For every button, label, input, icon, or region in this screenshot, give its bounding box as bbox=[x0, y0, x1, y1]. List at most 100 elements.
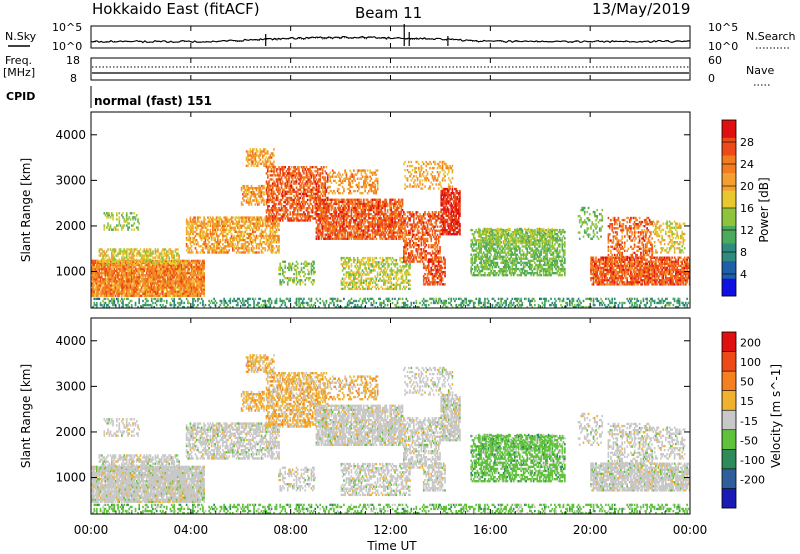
power-cell bbox=[193, 276, 195, 278]
power-cell bbox=[198, 291, 200, 293]
power-cell bbox=[145, 266, 147, 268]
power-cell bbox=[153, 284, 155, 286]
power-cell bbox=[156, 266, 158, 268]
power-cell bbox=[138, 293, 140, 295]
power-cell bbox=[191, 264, 193, 266]
power-cell bbox=[200, 295, 202, 297]
power-cell bbox=[131, 248, 133, 250]
power-cell bbox=[136, 291, 138, 293]
power-cell bbox=[107, 254, 109, 256]
power-cell bbox=[100, 254, 102, 256]
power-cell bbox=[138, 272, 140, 274]
power-cell bbox=[109, 261, 111, 263]
power-cell bbox=[161, 274, 163, 276]
power-cell bbox=[163, 288, 165, 290]
power-cell bbox=[203, 266, 205, 268]
power-cell bbox=[187, 266, 189, 268]
power-cell bbox=[121, 257, 123, 259]
power-cell bbox=[136, 274, 138, 276]
power-cell bbox=[104, 250, 106, 252]
power-cell bbox=[138, 278, 140, 280]
radar-range-time-figure: Hokkaido East (fitACF) Beam 11 13/May/20… bbox=[0, 0, 800, 554]
power-cell bbox=[101, 284, 103, 286]
power-cell bbox=[157, 268, 159, 270]
power-cell bbox=[127, 259, 129, 261]
power-cell bbox=[101, 248, 103, 250]
power-cell bbox=[150, 291, 152, 293]
power-cell bbox=[203, 284, 205, 286]
power-cell bbox=[101, 274, 103, 276]
power-cell bbox=[92, 282, 94, 284]
power-cell bbox=[102, 261, 104, 263]
power-cell bbox=[110, 266, 112, 268]
power-cell bbox=[151, 284, 153, 286]
power-cell bbox=[115, 278, 117, 280]
power-cell bbox=[94, 291, 96, 293]
power-cell bbox=[203, 293, 205, 295]
power-cell bbox=[102, 257, 104, 259]
power-cell bbox=[137, 263, 139, 265]
power-cell bbox=[104, 259, 106, 261]
power-cell bbox=[136, 259, 138, 261]
freq-tick-low: 8 bbox=[70, 72, 77, 85]
power-cell bbox=[114, 272, 116, 274]
power-cell bbox=[135, 266, 137, 268]
power-cell bbox=[119, 272, 121, 274]
power-cell bbox=[186, 274, 188, 276]
power-cell bbox=[130, 284, 132, 286]
power-cell bbox=[142, 272, 144, 274]
power-cell bbox=[196, 264, 198, 266]
power-scatter bbox=[91, 148, 690, 308]
power-cell bbox=[123, 291, 125, 293]
power-cell bbox=[92, 286, 94, 288]
beam-label: Beam 11 bbox=[355, 4, 422, 22]
power-cell bbox=[119, 259, 121, 261]
power-cell bbox=[176, 272, 178, 274]
power-cell bbox=[119, 263, 121, 265]
power-cell bbox=[202, 270, 204, 272]
power-cell bbox=[152, 293, 154, 295]
power-cell bbox=[123, 259, 125, 261]
power-cell bbox=[99, 274, 101, 276]
power-cell bbox=[203, 274, 205, 276]
freq-label-bottom: [MHz] bbox=[3, 66, 35, 79]
power-cell bbox=[128, 291, 130, 293]
power-cell bbox=[203, 291, 205, 293]
power-cell bbox=[101, 252, 103, 254]
power-cell bbox=[132, 268, 134, 270]
noise-right-tick-high: 10^5 bbox=[708, 21, 738, 34]
power-cell bbox=[122, 254, 124, 256]
power-cell bbox=[99, 250, 101, 252]
power-cell bbox=[162, 291, 164, 293]
power-cell bbox=[147, 284, 149, 286]
power-cell bbox=[101, 270, 103, 272]
power-cell bbox=[133, 263, 135, 265]
power-cell bbox=[137, 286, 139, 288]
power-cell bbox=[111, 282, 113, 284]
power-cell bbox=[143, 270, 145, 272]
power-cell bbox=[114, 293, 116, 295]
power-cell bbox=[185, 268, 187, 270]
power-cell bbox=[111, 252, 113, 254]
power-cell bbox=[114, 252, 116, 254]
nave-tick-high: 60 bbox=[708, 54, 722, 67]
power-cell bbox=[165, 276, 167, 278]
nave-label: Nave bbox=[746, 64, 774, 77]
power-cell bbox=[102, 263, 104, 265]
power-cell bbox=[94, 264, 96, 266]
power-cell bbox=[121, 261, 123, 263]
date-label: 13/May/2019 bbox=[592, 0, 690, 18]
power-cell bbox=[97, 291, 99, 293]
power-cell bbox=[142, 276, 144, 278]
power-cell bbox=[140, 276, 142, 278]
power-cell bbox=[101, 276, 103, 278]
power-cell bbox=[136, 248, 138, 250]
power-cell bbox=[203, 262, 205, 264]
power-cell bbox=[141, 286, 143, 288]
noise-left-tick-low: 10^0 bbox=[52, 40, 82, 53]
power-cell bbox=[173, 276, 175, 278]
power-cell bbox=[128, 254, 130, 256]
power-cell bbox=[109, 257, 111, 259]
power-cell bbox=[105, 266, 107, 268]
power-cell bbox=[120, 252, 122, 254]
